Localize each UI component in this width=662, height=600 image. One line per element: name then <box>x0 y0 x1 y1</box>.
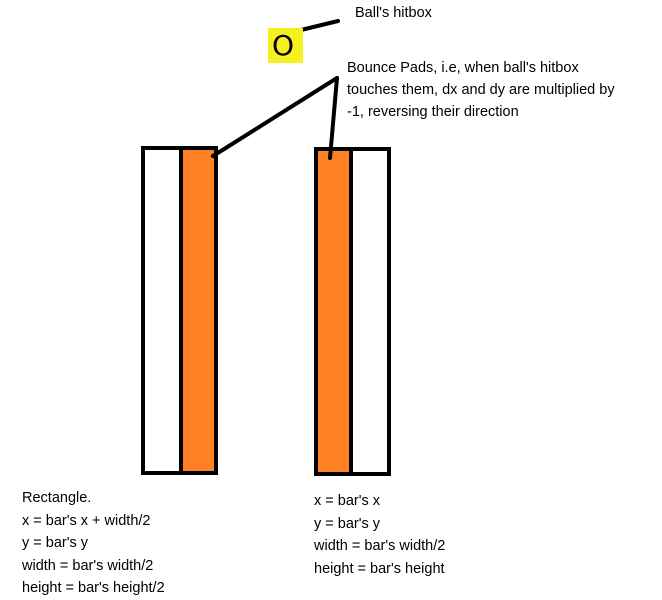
right-bar-white-half <box>349 147 391 476</box>
left-pad-pointer-line <box>211 76 339 158</box>
ball-hitbox <box>268 28 303 63</box>
right-rect-line: width = bar's width/2 <box>314 538 446 554</box>
bounce-pads-line: touches them, dx and dy are multiplied b… <box>347 82 615 98</box>
left-rect-line: y = bar's y <box>22 535 89 551</box>
left-bar <box>141 146 218 475</box>
left-bar-white-half <box>141 146 183 475</box>
right-bar <box>314 147 391 476</box>
ball-icon: O <box>272 29 295 62</box>
left-bounce-pad <box>179 146 218 475</box>
right-rect-line: x = bar's x <box>314 493 381 509</box>
left-rect-line: x = bar's x + width/2 <box>22 512 151 529</box>
left-rect-line: Rectangle. <box>22 490 92 506</box>
bounce-pads-line: Bounce Pads, i.e, when ball's hitbox <box>347 60 579 76</box>
ball-pointer-line <box>299 19 340 32</box>
bounce-pads-label: Bounce Pads, i.e, when ball's hitbox tou… <box>347 57 615 123</box>
left-rect-line: width = bar's width/2 <box>22 557 154 574</box>
right-rectangle-description: x = bar's x y = bar's y width = bar's wi… <box>314 490 445 580</box>
left-rectangle-description: Rectangle. x = bar's x + width/2 y = bar… <box>22 487 165 600</box>
left-rect-line: height = bar's height/2 <box>22 580 165 596</box>
bounce-pads-line: -1, reversing their direction <box>347 104 519 120</box>
right-bounce-pad <box>314 147 353 476</box>
ball-hitbox-label: Ball's hitbox <box>355 5 432 21</box>
right-pad-pointer-line <box>328 76 339 160</box>
right-rect-line: y = bar's y <box>314 515 381 532</box>
right-rect-line: height = bar's height <box>314 560 445 577</box>
